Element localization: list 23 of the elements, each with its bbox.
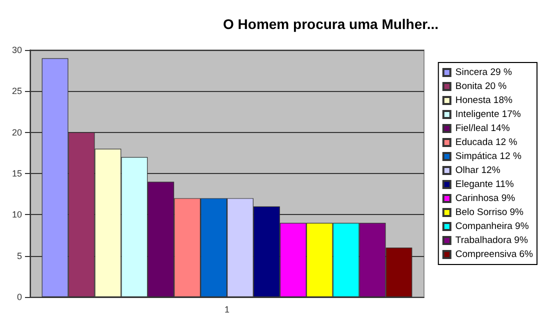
legend-label: Honesta 18% xyxy=(455,95,513,106)
legend-label: Companheira 9% xyxy=(455,221,530,232)
y-tick-label: 5 xyxy=(16,250,22,261)
legend-label: Inteligente 17% xyxy=(455,109,522,120)
legend-label: Fiel/leal 14% xyxy=(455,123,510,134)
legend-label: Belo Sorriso 9% xyxy=(455,207,524,218)
legend-label: Simpática 12 % xyxy=(455,151,522,162)
legend-label: Trabalhadora 9% xyxy=(455,235,528,246)
x-tick-label: 1 xyxy=(224,304,230,314)
legend-label: Educada 12 % xyxy=(455,137,518,148)
legend-label: Carinhosa 9% xyxy=(455,193,516,204)
legend-label: Compreensiva 6% xyxy=(455,249,534,260)
legend-label: Elegante 11% xyxy=(455,179,514,190)
legend-label: Sincera 29 % xyxy=(455,67,512,78)
y-tick-label: 25 xyxy=(12,86,22,96)
chart-title: O Homem procura uma Mulher... xyxy=(223,16,438,32)
legend-label: Bonita 20 % xyxy=(455,81,508,92)
y-tick-label: 0 xyxy=(16,292,22,302)
legend-label: Olhar 12% xyxy=(455,165,501,176)
y-tick-label: 30 xyxy=(12,45,22,55)
y-tick-label: 15 xyxy=(12,168,22,178)
y-tick-label: 10 xyxy=(12,210,22,220)
y-tick-label: 20 xyxy=(12,127,22,138)
